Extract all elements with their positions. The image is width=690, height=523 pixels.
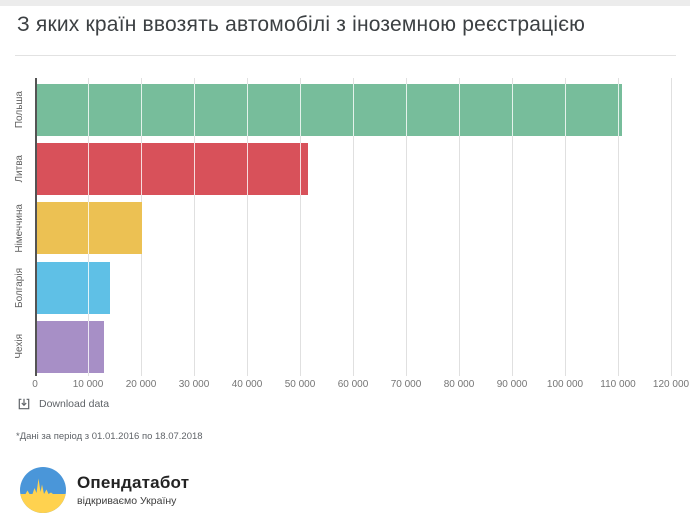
gridline	[406, 78, 407, 376]
gridline-overlay	[512, 84, 513, 136]
gridline-overlay	[88, 84, 89, 136]
gridline	[618, 78, 619, 376]
gridline-overlay	[300, 84, 301, 136]
gridline-overlay	[88, 143, 89, 196]
gridline-overlay	[406, 84, 407, 136]
gridline	[512, 78, 513, 376]
footnote: *Дані за період з 01.01.2016 по 18.07.20…	[16, 431, 203, 442]
download-icon	[18, 398, 30, 410]
x-tick-label: 30 000	[178, 379, 210, 390]
gridline-overlay	[141, 84, 142, 136]
x-tick-label: 60 000	[337, 379, 369, 390]
gridline	[194, 78, 195, 376]
chart-title: З яких країн ввозять автомобілі з інозем…	[17, 13, 586, 36]
bar-Чехія[interactable]	[37, 320, 104, 373]
gridline-overlay	[194, 84, 195, 136]
opendatabot-emblem-icon	[20, 467, 66, 513]
download-data-link[interactable]: Download data	[18, 398, 109, 410]
x-tick-label: 90 000	[496, 379, 528, 390]
x-tick-label: 40 000	[231, 379, 263, 390]
x-tick-label: 0	[32, 379, 38, 390]
gridline-overlay	[300, 143, 301, 196]
x-tick-label: 100 000	[546, 379, 584, 390]
x-axis: 0 10 000 20 000 30 000 40 000 50 000 60 000 70 …	[0, 379, 690, 393]
bar-Польша[interactable]	[37, 84, 623, 136]
x-tick-label: 80 000	[443, 379, 475, 390]
gridline-overlay	[88, 320, 89, 373]
gridline-overlay	[194, 143, 195, 196]
logo-tagline: відкриваємо Україну	[77, 495, 177, 507]
top-strip	[0, 0, 690, 6]
gridline-overlay	[459, 84, 460, 136]
plot-area: Польша Литва Німеччина Болгарія Чехія	[0, 78, 690, 376]
bar-Болгарія[interactable]	[37, 261, 111, 314]
category-label: Польша	[13, 91, 25, 129]
opendatabot-logo[interactable]: Опендатабот відкриваємо Україну	[20, 467, 189, 513]
gridline-overlay	[618, 84, 619, 136]
gridline-overlay	[247, 143, 248, 196]
x-tick-label: 50 000	[284, 379, 316, 390]
title-divider	[15, 55, 676, 56]
logo-name: Опендатабот	[77, 473, 190, 492]
gridline	[565, 78, 566, 376]
gridline-overlay	[88, 202, 89, 255]
category-label: Болгарія	[13, 267, 25, 308]
gridline-overlay	[353, 84, 354, 136]
gridline	[300, 78, 301, 376]
x-tick-label: 110 000	[600, 379, 636, 390]
x-tick-label: 10 000	[72, 379, 104, 390]
gridline-overlay	[88, 261, 89, 314]
gridline-overlay	[565, 84, 566, 136]
y-axis-line	[35, 78, 37, 376]
category-label: Литва	[13, 155, 25, 183]
gridline	[459, 78, 460, 376]
gridline-overlay	[247, 84, 248, 136]
gridline	[671, 78, 672, 376]
category-label: Чехія	[13, 334, 25, 360]
download-label: Download data	[39, 398, 110, 410]
bar-Литва[interactable]	[37, 143, 308, 196]
category-label: Німеччина	[13, 204, 25, 253]
gridline	[247, 78, 248, 376]
gridline	[353, 78, 354, 376]
x-tick-label: 120 000	[652, 379, 690, 390]
bar-Німеччина[interactable]	[37, 202, 142, 255]
x-tick-label: 70 000	[390, 379, 422, 390]
gridline-overlay	[141, 143, 142, 196]
x-tick-label: 20 000	[125, 379, 157, 390]
